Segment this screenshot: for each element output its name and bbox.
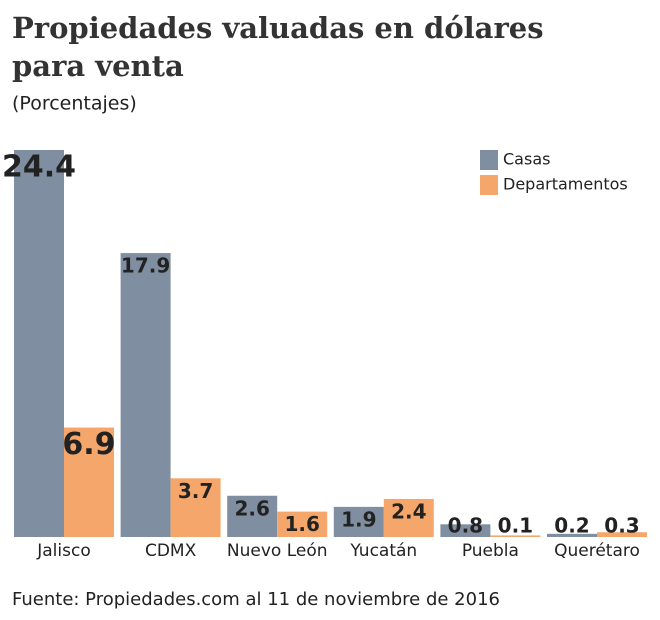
value-label: 0.1 [498, 514, 533, 538]
legend-swatch [480, 150, 498, 170]
bar [120, 253, 171, 537]
x-tick-label: Yucatán [349, 541, 417, 561]
bar [597, 532, 647, 537]
legend-label: Departamentos [503, 175, 628, 194]
value-label: 0.8 [448, 514, 483, 538]
x-tick-label: Querétaro [554, 541, 640, 561]
source-note: Fuente: Propiedades.com al 11 de noviemb… [12, 589, 500, 610]
value-label: 1.9 [341, 507, 376, 531]
legend-swatch [480, 175, 498, 195]
bar [170, 478, 221, 537]
value-label: 6.9 [62, 427, 115, 462]
bar [383, 498, 434, 537]
value-label: 0.2 [554, 514, 589, 538]
x-tick-label: Jalisco [36, 541, 90, 561]
bar [490, 535, 541, 537]
value-label: 17.9 [121, 254, 170, 278]
bar [14, 150, 64, 537]
legend-label: Casas [503, 150, 550, 169]
value-label: 1.6 [284, 512, 319, 536]
value-label: 0.3 [604, 514, 639, 538]
chart-title: Propiedades valuadas en dólares para vent… [12, 11, 544, 83]
value-label: 3.7 [178, 479, 213, 503]
x-tick-label: CDMX [145, 541, 197, 561]
bar [547, 533, 597, 537]
value-label: 24.4 [2, 150, 76, 185]
x-tick-label: Nuevo León [227, 541, 328, 561]
bar [277, 511, 328, 537]
bar [440, 524, 491, 537]
value-label: 2.4 [391, 499, 426, 523]
value-label: 2.6 [234, 496, 269, 520]
bar [64, 427, 114, 537]
x-tick-label: Puebla [462, 541, 519, 561]
chart-subtitle: (Porcentajes) [12, 93, 137, 115]
bar [227, 495, 278, 537]
bar [333, 506, 384, 537]
